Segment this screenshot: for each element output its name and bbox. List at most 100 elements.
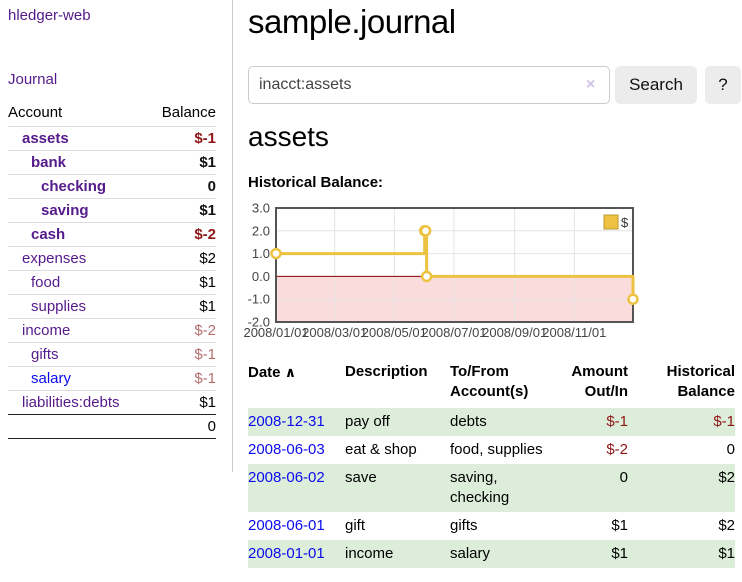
- account-balance: $-1: [147, 342, 216, 367]
- svg-text:-1.0: -1.0: [248, 292, 270, 307]
- search-input[interactable]: [248, 66, 610, 104]
- transaction-date-link[interactable]: 2008-06-03: [248, 441, 325, 458]
- svg-text:2008/07/01: 2008/07/01: [421, 325, 486, 340]
- svg-text:2008/05/01: 2008/05/01: [362, 325, 427, 340]
- svg-text:$: $: [621, 215, 629, 230]
- account-link-bank[interactable]: bank: [31, 154, 67, 171]
- account-link-supplies[interactable]: supplies: [31, 298, 87, 315]
- account-balance: $-2: [147, 222, 216, 247]
- transaction-historical-balance: $2: [640, 464, 735, 512]
- svg-text:1.0: 1.0: [252, 246, 270, 261]
- account-balance: $1: [147, 270, 216, 295]
- account-balance: 0: [147, 174, 216, 199]
- account-row: supplies $1: [8, 294, 216, 319]
- svg-text:2008/03/01: 2008/03/01: [302, 325, 367, 340]
- transaction-historical-balance: $1: [640, 540, 735, 568]
- account-balance: $1: [147, 150, 216, 175]
- account-link-expenses[interactable]: expenses: [22, 250, 87, 267]
- account-row: checking 0: [8, 174, 216, 199]
- search-form: × Search ?: [248, 66, 742, 104]
- account-row: saving $1: [8, 198, 216, 223]
- account-row: income $-2: [8, 318, 216, 343]
- transaction-date-link[interactable]: 2008-12-31: [248, 413, 325, 430]
- register-header-row: Date ∧ Description To/From Account(s) Am…: [248, 360, 735, 408]
- main-content: sample.journal × Search ? assets Histori…: [243, 0, 742, 582]
- sidebar-item-journal[interactable]: Journal: [8, 71, 58, 88]
- clear-search-icon[interactable]: ×: [586, 76, 596, 93]
- accounts-table: Account Balance assets $-1 bank $1 check…: [8, 101, 216, 439]
- account-link-gifts[interactable]: gifts: [31, 346, 59, 363]
- register-row: 2008-06-03 eat & shop food, supplies $-2…: [248, 436, 735, 464]
- account-row: bank $1: [8, 150, 216, 175]
- register-row: 2008-06-01 gift gifts $1 $2: [248, 512, 735, 540]
- column-header-date[interactable]: Date ∧: [248, 360, 345, 408]
- account-row: salary $-1: [8, 366, 216, 391]
- account-link-liabilities-debts[interactable]: liabilities:debts: [22, 394, 120, 411]
- accounts-header-balance: Balance: [161, 104, 216, 121]
- account-row: assets $-1: [8, 126, 216, 151]
- account-balance: $1: [147, 198, 216, 223]
- account-link-salary[interactable]: salary: [31, 370, 72, 387]
- account-link-food[interactable]: food: [31, 274, 61, 291]
- transaction-amount: 0: [560, 464, 640, 512]
- transaction-accounts: salary: [450, 540, 560, 568]
- account-link-checking[interactable]: checking: [41, 178, 107, 195]
- accounts-header-row: Account Balance: [8, 101, 216, 127]
- date-header-label: Date: [248, 364, 281, 381]
- svg-text:-2.0: -2.0: [248, 315, 270, 330]
- chart-title: Historical Balance:: [248, 174, 384, 191]
- transaction-amount: $-1: [560, 408, 640, 436]
- account-row: food $1: [8, 270, 216, 295]
- column-header-description: Description: [345, 363, 428, 380]
- transaction-accounts: food, supplies: [450, 441, 543, 458]
- transaction-historical-balance: 0: [726, 441, 735, 458]
- sort-ascending-icon: ∧: [284, 364, 297, 380]
- account-row: expenses $2: [8, 246, 216, 271]
- register-row: 2008-01-01 income salary $1 $1: [248, 540, 735, 568]
- transaction-accounts: saving, checking: [450, 464, 560, 512]
- transaction-description: income: [345, 540, 450, 568]
- register-row: 2008-06-02 save saving, checking 0 $2: [248, 464, 735, 512]
- column-header-historical: Historical Balance: [666, 363, 735, 400]
- transaction-date-link[interactable]: 2008-06-02: [248, 469, 325, 486]
- svg-text:2008/09/01: 2008/09/01: [482, 325, 547, 340]
- transaction-description: pay off: [345, 408, 450, 436]
- svg-text:2.0: 2.0: [252, 223, 270, 238]
- account-heading: assets: [248, 121, 329, 152]
- transaction-date-link[interactable]: 2008-01-01: [248, 545, 325, 562]
- transaction-description: gift: [345, 517, 366, 534]
- transaction-historical-balance: $-1: [640, 408, 735, 436]
- transaction-description: save: [345, 464, 450, 512]
- help-button[interactable]: ?: [705, 66, 741, 104]
- account-balance: $-2: [147, 318, 216, 343]
- account-link-cash[interactable]: cash: [31, 226, 66, 243]
- svg-text:3.0: 3.0: [252, 201, 270, 216]
- accounts-total-row: 0: [8, 414, 216, 439]
- account-balance: $1: [147, 390, 216, 415]
- column-header-amount: Amount Out/In: [571, 363, 628, 400]
- page-title: sample.journal: [248, 3, 456, 40]
- transaction-amount: $-2: [606, 441, 628, 458]
- historical-balance-chart: 3.0 2.0 1.0 0.0 -1.0 -2.02008/01/012008/03/01…: [243, 201, 639, 340]
- svg-text:2008/11/01: 2008/11/01: [542, 325, 606, 340]
- account-link-assets[interactable]: assets: [22, 130, 69, 147]
- sidebar: hledger-web Journal Account Balance asse…: [0, 0, 233, 472]
- accounts-header-account: Account: [8, 104, 63, 121]
- brand-link[interactable]: hledger-web: [8, 7, 91, 24]
- account-balance: $1: [147, 294, 216, 319]
- svg-text:2008/01/01: 2008/01/01: [243, 325, 308, 340]
- transaction-accounts: debts: [450, 408, 560, 436]
- accounts-total-balance: 0: [147, 414, 216, 439]
- account-row: cash $-2: [8, 222, 216, 247]
- transaction-amount: $1: [560, 540, 640, 568]
- account-link-income[interactable]: income: [22, 322, 71, 339]
- search-button[interactable]: Search: [615, 66, 697, 104]
- transaction-accounts: gifts: [450, 517, 478, 534]
- account-balance: $2: [147, 246, 216, 271]
- account-row: liabilities:debts $1: [8, 390, 216, 415]
- account-row: gifts $-1: [8, 342, 216, 367]
- register-table: Date ∧ Description To/From Account(s) Am…: [248, 360, 735, 568]
- transaction-amount: $1: [611, 517, 628, 534]
- account-link-saving[interactable]: saving: [41, 202, 89, 219]
- transaction-date-link[interactable]: 2008-06-01: [248, 517, 325, 534]
